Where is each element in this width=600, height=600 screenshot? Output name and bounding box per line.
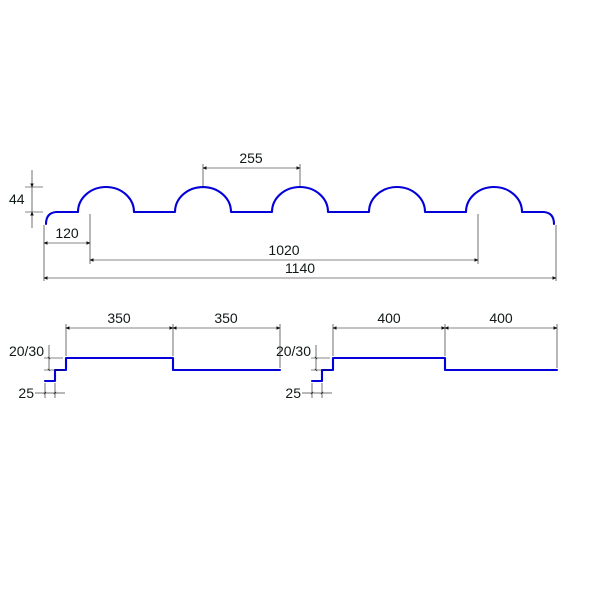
dim-1140: 1140 <box>285 260 315 276</box>
dim-bl-350a: 350 <box>107 310 131 326</box>
bottom-right-group: 400 400 20/30 25 <box>276 310 557 401</box>
dim-br-400a: 400 <box>377 310 401 326</box>
dim-br-height: 20/30 <box>276 343 311 359</box>
dim-bl-height: 20/30 <box>9 343 44 359</box>
dim-1020: 1020 <box>268 242 299 258</box>
top-profile-group: 255 44 120 1020 1140 <box>9 150 556 281</box>
bottom-right-profile <box>312 358 557 381</box>
dim-height-44: 44 <box>9 191 25 207</box>
dim-bl-25: 25 <box>18 385 34 401</box>
bottom-left-group: 350 350 20/30 25 <box>9 310 280 401</box>
dim-120: 120 <box>55 225 79 241</box>
dim-bl-350b: 350 <box>214 310 238 326</box>
bottom-left-profile <box>45 358 280 381</box>
dim-pitch: 255 <box>239 150 263 166</box>
technical-drawing: 255 44 120 1020 1140 350 350 <box>0 0 600 600</box>
dim-br-25: 25 <box>285 385 301 401</box>
dim-br-400b: 400 <box>489 310 513 326</box>
